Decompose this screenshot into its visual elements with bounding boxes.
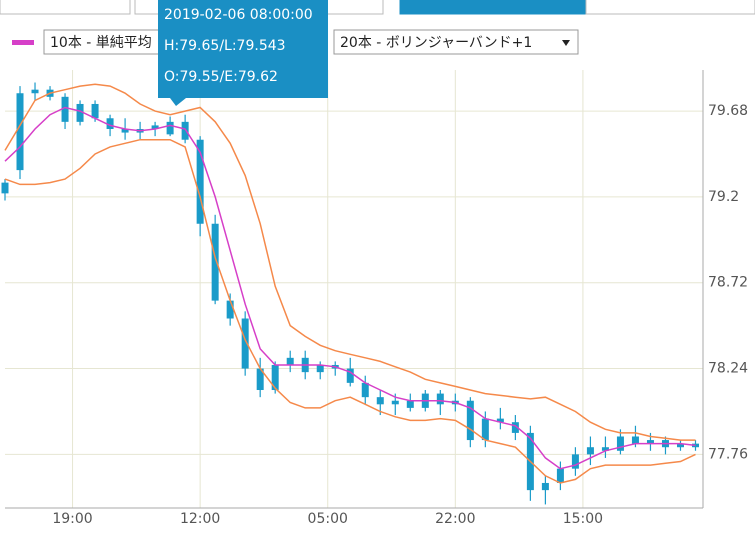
- candle-body: [166, 121, 174, 135]
- candle-body: [286, 357, 294, 365]
- candle-body: [601, 447, 609, 451]
- candle-body: [466, 400, 474, 441]
- x-tick-label: 22:00: [435, 511, 475, 527]
- bollinger-lower: [4, 138, 696, 484]
- candle-body: [571, 454, 579, 469]
- tooltip-high-low: H:79.65/L:79.543: [164, 38, 286, 54]
- candle-body: [346, 368, 354, 383]
- y-tick-label: 78.72: [708, 275, 748, 291]
- candle-body: [61, 96, 69, 122]
- candle-body: [106, 118, 114, 129]
- candle-body: [616, 436, 624, 451]
- candle-body: [376, 397, 384, 405]
- candle-body: [646, 440, 654, 444]
- candle-body: [406, 400, 414, 408]
- legend-label: 20本 - ボリンジャーバンド+1: [340, 35, 532, 51]
- candle-body: [541, 482, 549, 491]
- candle-body: [76, 103, 84, 122]
- candle-body: [91, 103, 99, 119]
- x-tick-label: 19:00: [52, 511, 92, 527]
- legend-swatch: [12, 40, 34, 45]
- tab[interactable]: [585, 0, 755, 15]
- candle-body: [16, 93, 24, 171]
- x-tick-label: 15:00: [563, 511, 603, 527]
- tooltip: [158, 0, 328, 98]
- x-tick-label: 12:00: [180, 511, 220, 527]
- tab[interactable]: [0, 0, 131, 15]
- candle-body: [1, 182, 9, 194]
- candle-body: [196, 139, 204, 224]
- legend-select[interactable]: [43, 29, 165, 55]
- candle-body: [556, 468, 564, 483]
- candle-body: [256, 368, 264, 391]
- candle-body: [151, 125, 159, 129]
- candle-body: [496, 418, 504, 423]
- candle-body: [586, 447, 594, 455]
- candle-body: [121, 128, 129, 133]
- y-tick-label: 79.2: [708, 189, 739, 205]
- legend-select[interactable]: [333, 29, 579, 55]
- dropdown-arrow: [562, 40, 570, 46]
- moving-average: [4, 106, 696, 470]
- y-tick-label: 78.24: [708, 361, 748, 377]
- candle-body: [316, 364, 324, 373]
- x-tick-label: 05:00: [308, 511, 348, 527]
- candle-body: [436, 393, 444, 405]
- tooltip-pointer: [170, 98, 186, 106]
- candle-body: [676, 443, 684, 448]
- y-tick-label: 77.76: [708, 446, 748, 462]
- candle-body: [361, 382, 369, 398]
- candle-body: [271, 364, 279, 391]
- tooltip-time: 2019-02-06 08:00:00: [164, 7, 313, 23]
- legend-label: 10本 - 単純平均: [50, 35, 152, 51]
- tooltip-open-end: O:79.55/E:79.62: [164, 69, 278, 85]
- candle-body: [211, 223, 219, 301]
- candle-body: [181, 121, 189, 140]
- candle-body: [631, 436, 639, 444]
- candle-body: [391, 400, 399, 405]
- bollinger-upper: [4, 83, 696, 441]
- candle-body: [511, 422, 519, 433]
- candle-body: [241, 318, 249, 369]
- candle-body: [226, 300, 234, 319]
- tab-active[interactable]: [399, 0, 587, 15]
- candle-body: [481, 418, 489, 441]
- candle-body: [31, 89, 39, 94]
- y-tick-label: 79.68: [708, 103, 748, 119]
